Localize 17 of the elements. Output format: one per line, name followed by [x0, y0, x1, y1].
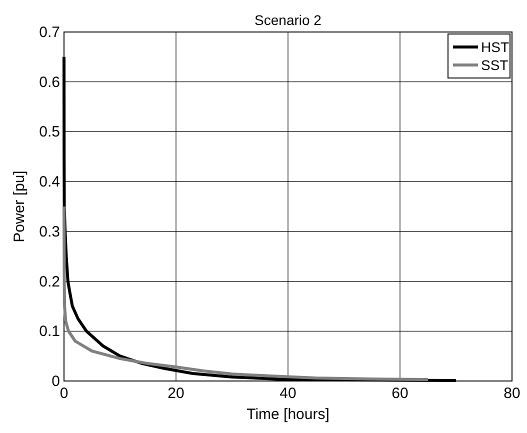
- x-axis-title: Time [hours]: [246, 406, 330, 423]
- x-tick-label: 80: [504, 385, 520, 402]
- x-tick-label: 40: [280, 385, 296, 402]
- y-tick-label: 0.7: [39, 24, 60, 41]
- y-tick-label: 0.4: [39, 174, 60, 191]
- x-tick-label: 60: [392, 385, 408, 402]
- y-tick-label: 0.6: [39, 74, 60, 91]
- legend-label: SST: [481, 57, 509, 73]
- y-tick-label: 0.1: [39, 323, 60, 340]
- chart-title: Scenario 2: [254, 12, 322, 28]
- y-tick-label: 0.5: [39, 124, 60, 141]
- y-tick-label: 0: [52, 373, 60, 390]
- y-tick-label: 0.2: [39, 273, 60, 290]
- x-tick-label: 20: [168, 385, 184, 402]
- y-axis-title: Power [pu]: [11, 170, 28, 242]
- legend-label: HST: [481, 39, 510, 55]
- y-tick-label: 0.3: [39, 223, 60, 240]
